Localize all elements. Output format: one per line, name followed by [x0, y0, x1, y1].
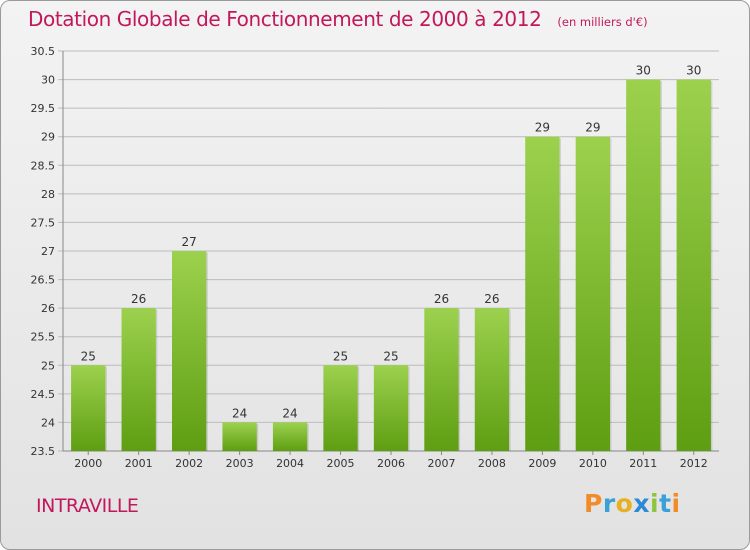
bar — [272, 422, 308, 451]
data-label: 26 — [131, 292, 146, 306]
logo-letter: i — [671, 489, 681, 518]
x-tick-label: 2009 — [528, 457, 556, 470]
x-tick-label: 2010 — [579, 457, 607, 470]
bar — [323, 365, 358, 451]
bar — [222, 422, 257, 451]
x-tick-label: 2006 — [377, 457, 405, 470]
bar — [373, 365, 409, 451]
data-label: 26 — [434, 292, 449, 306]
data-label: 27 — [182, 235, 197, 249]
data-label: 24 — [282, 406, 297, 420]
x-tick-label: 2005 — [327, 457, 355, 470]
y-tick-label: 26 — [41, 302, 55, 315]
bar — [676, 79, 711, 452]
proxiti-logo: Proxiti — [584, 489, 681, 518]
logo-letter: x — [633, 489, 650, 518]
y-tick-label: 27.5 — [31, 216, 56, 229]
bar — [71, 365, 106, 451]
bar — [474, 308, 510, 451]
x-tick-label: 2003 — [226, 457, 254, 470]
x-tick-label: 2011 — [629, 457, 657, 470]
y-tick-label: 29 — [41, 131, 55, 144]
x-tick-label: 2007 — [427, 457, 455, 470]
data-label: 25 — [81, 349, 96, 363]
y-tick-label: 28 — [41, 188, 55, 201]
logo-letter: P — [584, 489, 603, 518]
chart-title: Dotation Globale de Fonctionnement de 20… — [28, 7, 542, 31]
x-tick-label: 2000 — [74, 457, 102, 470]
bar — [171, 251, 207, 451]
y-tick-label: 25 — [41, 359, 55, 372]
data-label: 25 — [333, 349, 348, 363]
data-label: 29 — [535, 121, 550, 135]
y-tick-label: 30 — [41, 74, 55, 87]
x-tick-label: 2001 — [125, 457, 153, 470]
x-tick-label: 2012 — [680, 457, 708, 470]
bar — [121, 308, 156, 451]
logo-letter: o — [615, 489, 634, 518]
data-label: 26 — [484, 292, 499, 306]
bar — [626, 79, 661, 452]
chart-subtitle: (en milliers d'€) — [557, 15, 648, 29]
data-label: 24 — [232, 406, 247, 420]
title-row: Dotation Globale de Fonctionnement de 20… — [28, 7, 648, 31]
x-tick-label: 2002 — [175, 457, 203, 470]
logo-letter: i — [650, 489, 660, 518]
data-label: 30 — [686, 64, 701, 78]
y-tick-label: 28.5 — [31, 159, 56, 172]
x-tick-label: 2008 — [478, 457, 506, 470]
data-label: 25 — [383, 349, 398, 363]
bar — [525, 136, 560, 451]
bar-layer — [71, 79, 713, 452]
y-tick-label: 25.5 — [31, 331, 56, 344]
y-tick-label: 23.5 — [31, 445, 56, 458]
y-tick-label: 29.5 — [31, 102, 56, 115]
data-label: 30 — [636, 64, 651, 78]
label-layer: 25 2000 26 2001 27 2002 24 2003 24 2004 25 2005 25 20… — [74, 64, 708, 470]
y-tick-label: 26.5 — [31, 274, 56, 287]
y-tick-label: 24.5 — [31, 388, 56, 401]
logo-letter: r — [602, 489, 616, 518]
x-tick-label: 2004 — [276, 457, 304, 470]
logo-letter: t — [659, 489, 672, 518]
bar — [424, 308, 459, 451]
bar — [575, 136, 611, 451]
commune-name: INTRAVILLE — [36, 495, 139, 517]
data-label: 29 — [585, 121, 600, 135]
y-tick-label: 30.5 — [31, 45, 56, 58]
y-tick-label: 24 — [41, 416, 55, 429]
y-tick-label: 27 — [41, 245, 55, 258]
